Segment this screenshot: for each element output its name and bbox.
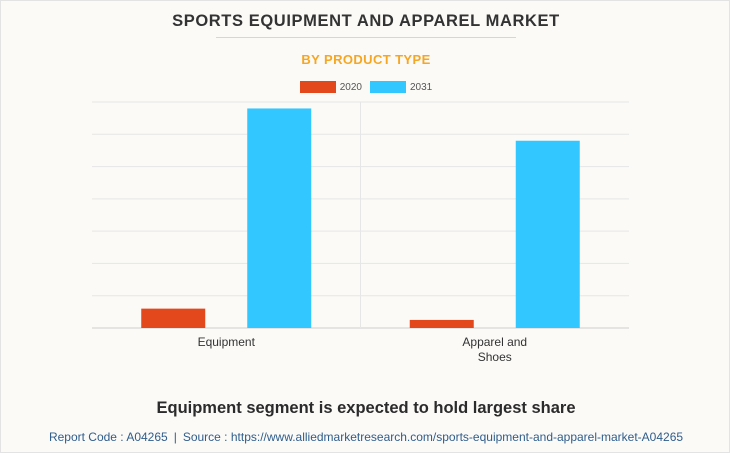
legend-label-2020: 2020 — [339, 81, 362, 93]
footer: Report Code : A04265 | Source : https://ww… — [1, 430, 730, 444]
legend: 2020 2031 — [1, 81, 730, 93]
chart-headline: Equipment segment is expected to hold la… — [156, 399, 576, 417]
legend-swatch-2020 — [299, 81, 336, 93]
legend-item-2020[interactable]: 2020 — [299, 81, 362, 93]
footer-separator: | — [173, 430, 177, 444]
bar-2031-0 — [247, 108, 312, 328]
bar-2020-1 — [409, 319, 474, 328]
bar-2020-0 — [141, 308, 206, 328]
chart-subtitle: BY PRODUCT TYPE — [301, 52, 431, 67]
title-divider — [216, 37, 516, 38]
bar-chart: Equipment Apparel and Shoes — [92, 101, 629, 364]
report-code: Report Code : A04265 — [48, 430, 168, 444]
bar-2031-1 — [515, 140, 580, 328]
chart-title: SPORTS EQUIPMENT AND APPAREL MARKET — [172, 12, 560, 30]
x-tick-label: Equipment — [198, 335, 256, 349]
legend-item-2031[interactable]: 2031 — [370, 81, 432, 93]
legend-swatch-2031 — [370, 81, 406, 93]
x-tick-label: Apparel and Shoes — [462, 335, 527, 364]
legend-label-2031: 2031 — [410, 81, 433, 93]
source-link[interactable]: Source : https://www.alliedmarketresearc… — [182, 430, 684, 444]
